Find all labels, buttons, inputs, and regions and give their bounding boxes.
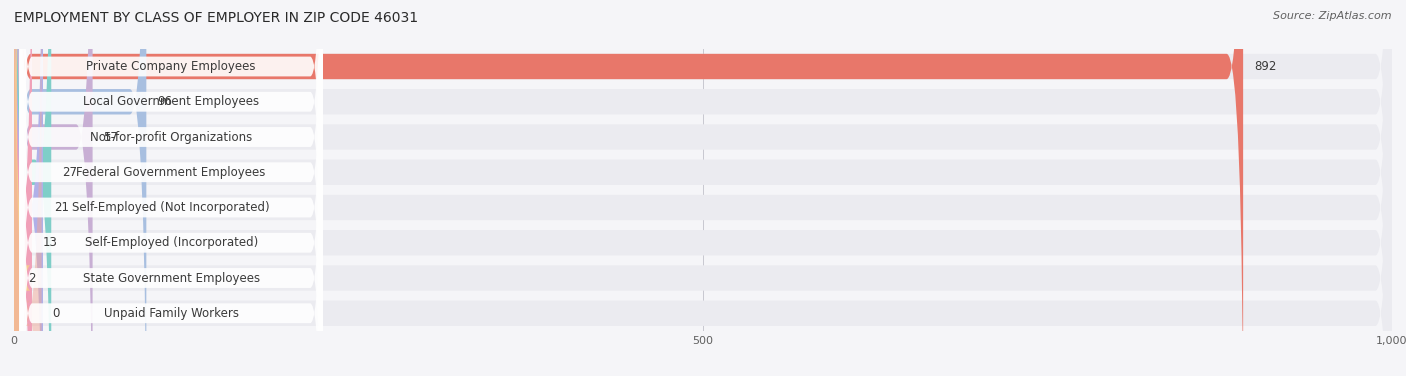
Text: Local Government Employees: Local Government Employees bbox=[83, 95, 259, 108]
Text: Not-for-profit Organizations: Not-for-profit Organizations bbox=[90, 130, 252, 144]
Text: 96: 96 bbox=[157, 95, 173, 108]
FancyBboxPatch shape bbox=[14, 0, 146, 376]
Text: EMPLOYMENT BY CLASS OF EMPLOYER IN ZIP CODE 46031: EMPLOYMENT BY CLASS OF EMPLOYER IN ZIP C… bbox=[14, 11, 418, 25]
FancyBboxPatch shape bbox=[20, 0, 323, 376]
FancyBboxPatch shape bbox=[20, 0, 323, 376]
FancyBboxPatch shape bbox=[14, 0, 1392, 376]
FancyBboxPatch shape bbox=[14, 0, 1392, 376]
FancyBboxPatch shape bbox=[20, 0, 323, 376]
FancyBboxPatch shape bbox=[14, 0, 1392, 376]
FancyBboxPatch shape bbox=[14, 0, 51, 376]
FancyBboxPatch shape bbox=[14, 0, 32, 376]
FancyBboxPatch shape bbox=[14, 0, 42, 376]
FancyBboxPatch shape bbox=[14, 0, 1243, 376]
FancyBboxPatch shape bbox=[14, 0, 1392, 376]
Text: 2: 2 bbox=[28, 271, 35, 285]
Text: Source: ZipAtlas.com: Source: ZipAtlas.com bbox=[1274, 11, 1392, 21]
Text: Self-Employed (Incorporated): Self-Employed (Incorporated) bbox=[84, 236, 257, 249]
Text: State Government Employees: State Government Employees bbox=[83, 271, 260, 285]
Text: 21: 21 bbox=[53, 201, 69, 214]
FancyBboxPatch shape bbox=[20, 0, 323, 376]
FancyBboxPatch shape bbox=[20, 0, 323, 376]
Text: Self-Employed (Not Incorporated): Self-Employed (Not Incorporated) bbox=[72, 201, 270, 214]
FancyBboxPatch shape bbox=[14, 0, 1392, 376]
FancyBboxPatch shape bbox=[14, 0, 44, 376]
Text: Private Company Employees: Private Company Employees bbox=[86, 60, 256, 73]
FancyBboxPatch shape bbox=[14, 0, 1392, 376]
Text: Unpaid Family Workers: Unpaid Family Workers bbox=[104, 307, 239, 320]
Text: 27: 27 bbox=[62, 166, 77, 179]
Text: 892: 892 bbox=[1254, 60, 1277, 73]
FancyBboxPatch shape bbox=[14, 0, 1392, 376]
FancyBboxPatch shape bbox=[20, 0, 323, 376]
Text: 13: 13 bbox=[44, 236, 58, 249]
FancyBboxPatch shape bbox=[14, 0, 1392, 376]
FancyBboxPatch shape bbox=[20, 0, 323, 374]
FancyBboxPatch shape bbox=[14, 0, 93, 376]
Text: 57: 57 bbox=[104, 130, 118, 144]
Text: 0: 0 bbox=[52, 307, 60, 320]
Text: Federal Government Employees: Federal Government Employees bbox=[76, 166, 266, 179]
FancyBboxPatch shape bbox=[20, 6, 323, 376]
FancyBboxPatch shape bbox=[0, 0, 31, 376]
